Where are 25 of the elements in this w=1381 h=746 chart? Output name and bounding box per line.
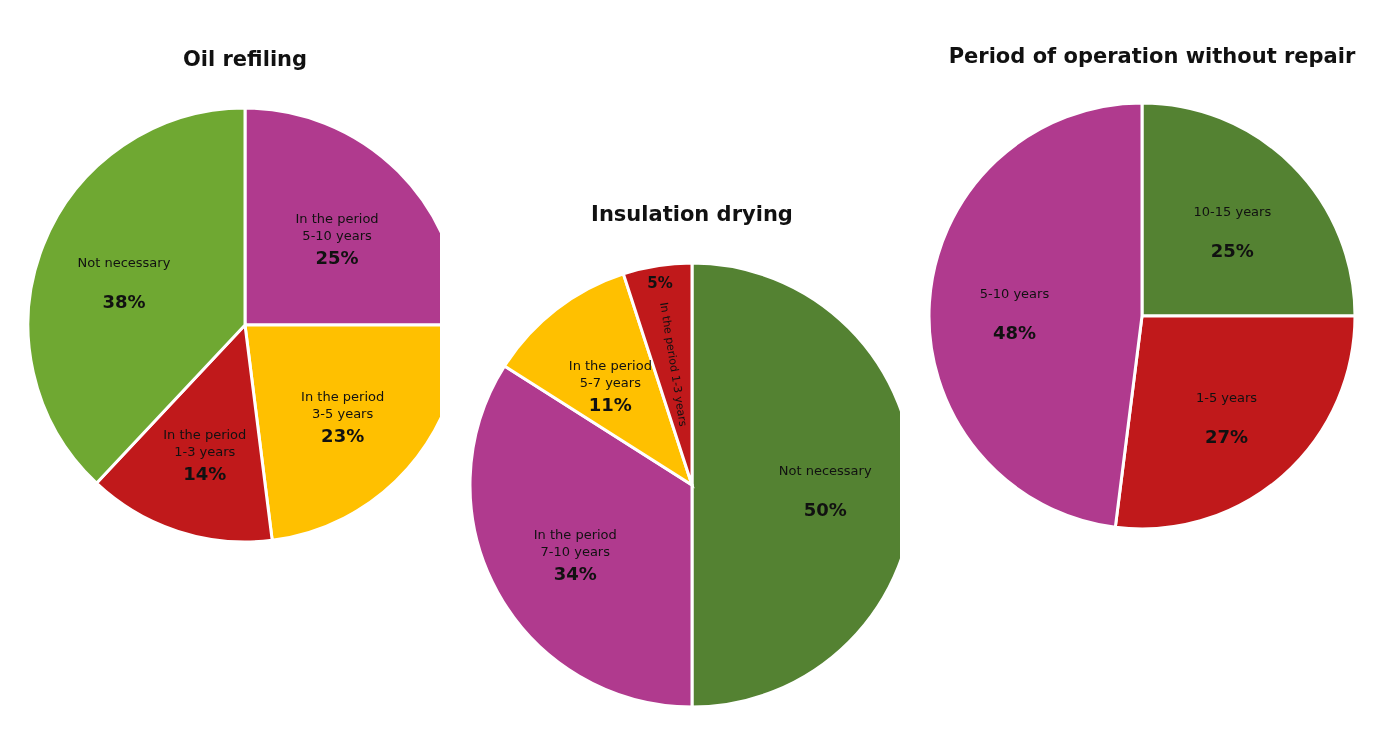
slice-label: 10-15 years [1193,203,1272,219]
slice-label: In the period 1-3 years [657,301,690,428]
slice-label: In the period 3-5 years [301,389,385,422]
chart-title: Period of operation without repair [948,44,1356,68]
slice-label: Not necessary [778,463,872,478]
data-label: 14% [183,462,227,484]
data-label: 34% [553,563,597,585]
slice-label: In the period 7-10 years [533,527,617,560]
data-label: 38% [102,291,146,313]
slice-label: Not necessary [77,255,171,271]
data-label: 27% [1204,425,1249,447]
data-label: 5% [647,274,673,293]
data-label: 48% [992,321,1036,343]
data-label: 25% [1210,239,1254,261]
data-label: 50% [803,499,847,520]
chart-title: Insulation drying [591,202,793,226]
slice-label: 5-10 years [979,285,1050,301]
slice-label: In the period 5-7 years [568,357,652,390]
data-label: 11% [588,393,632,415]
slice-label: 1-5 years [1195,389,1258,405]
slice-label: In the period 1-3 years [163,426,247,459]
chart-title: Oil refiling [182,47,308,71]
data-label: 23% [321,425,365,447]
data-label: 25% [315,246,359,268]
slice-label: In the period 5-10 years [295,210,379,243]
